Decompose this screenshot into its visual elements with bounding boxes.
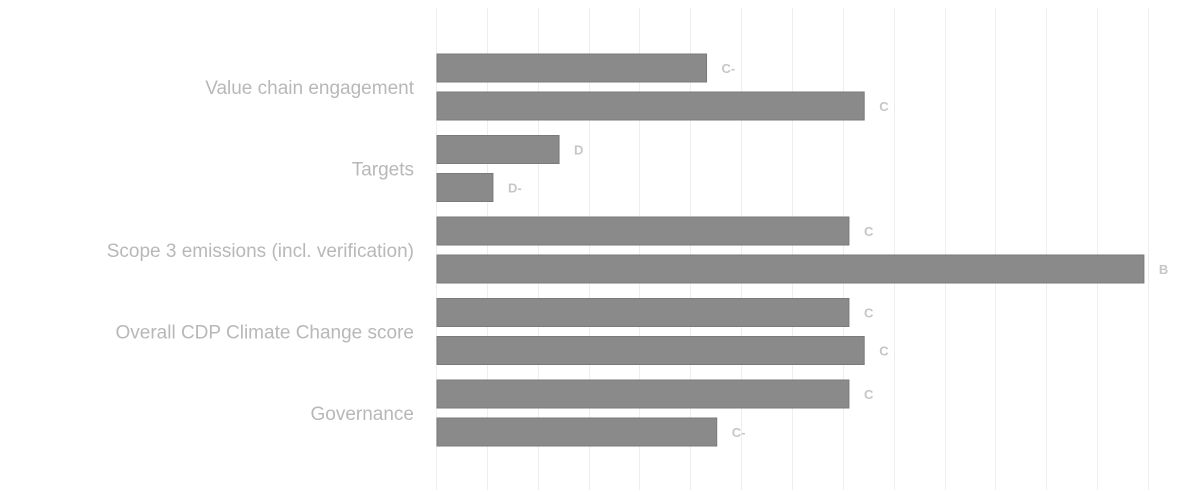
- bar-1-1: [436, 173, 494, 202]
- gridlines: [436, 8, 1149, 490]
- data-label-1-1: D-: [508, 181, 522, 196]
- bar-3-0: [436, 298, 850, 327]
- bar-2-0: [436, 216, 850, 246]
- category-label-0: Value chain engagement: [205, 78, 415, 99]
- data-label-2-0: C: [864, 224, 874, 239]
- bar-0-0: [436, 53, 708, 83]
- bar-4-1: [436, 417, 718, 447]
- data-labels: C- C D D- C B C C C C-: [508, 61, 1168, 440]
- data-label-2-1: B: [1159, 262, 1168, 277]
- bar-2-1: [436, 254, 1145, 284]
- data-label-1-0: D: [574, 143, 583, 158]
- category-label-3: Overall CDP Climate Change score: [116, 323, 415, 344]
- data-label-3-1: C: [879, 344, 889, 359]
- data-label-4-1: C-: [732, 425, 746, 440]
- category-label-4: Governance: [310, 404, 414, 425]
- bars: [436, 53, 1145, 447]
- bar-0-1: [436, 91, 865, 121]
- category-label-1: Targets: [352, 160, 414, 181]
- bar-4-0: [436, 379, 850, 409]
- data-label-3-0: C: [864, 306, 874, 321]
- data-label-0-1: C: [879, 99, 889, 114]
- category-labels: Value chain engagement Targets Scope 3 emi…: [107, 78, 415, 425]
- category-label-2: Scope 3 emissions (incl. verification): [107, 241, 414, 262]
- bar-1-0: [436, 135, 560, 164]
- bar-3-1: [436, 336, 865, 365]
- data-label-4-0: C: [864, 387, 874, 402]
- data-label-0-0: C-: [722, 61, 736, 76]
